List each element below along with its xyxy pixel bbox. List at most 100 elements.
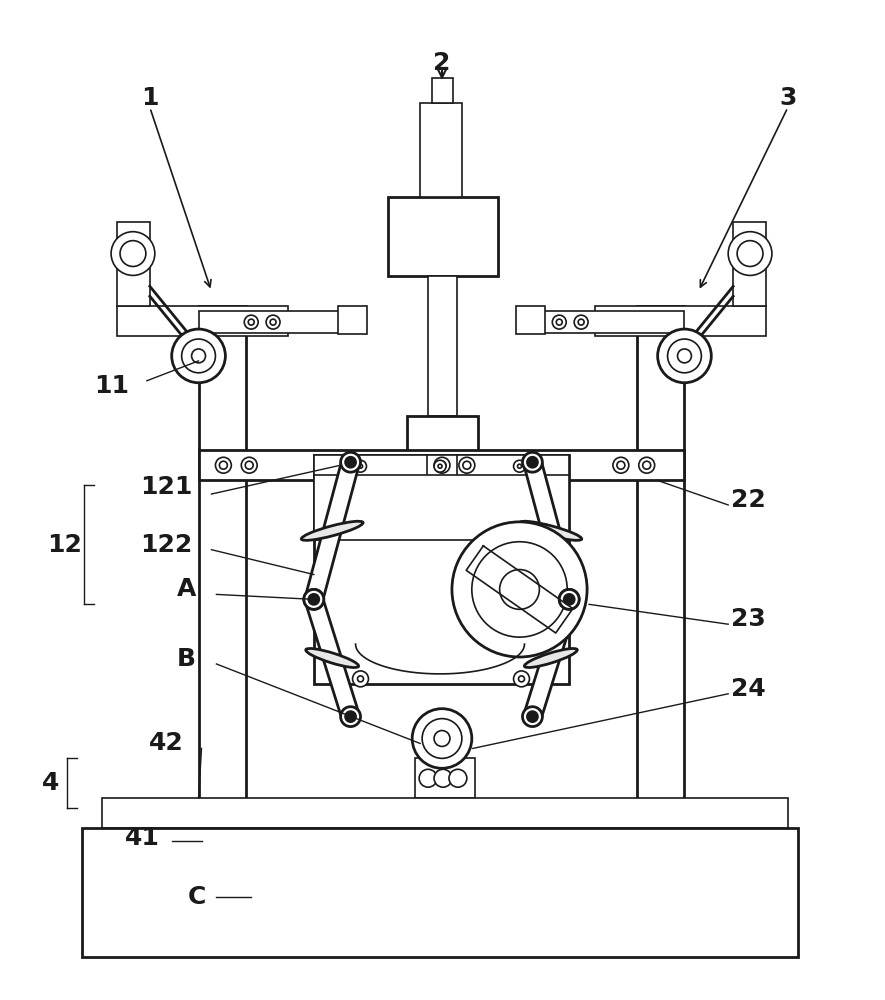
Text: C: C xyxy=(188,885,205,909)
Circle shape xyxy=(219,461,227,469)
Circle shape xyxy=(434,460,446,472)
Circle shape xyxy=(737,241,763,266)
Bar xyxy=(198,311,363,333)
Text: 42: 42 xyxy=(150,731,184,755)
Circle shape xyxy=(658,329,712,383)
Bar xyxy=(198,450,684,480)
Circle shape xyxy=(422,719,462,758)
Ellipse shape xyxy=(525,648,577,668)
Text: 4: 4 xyxy=(42,771,59,795)
Circle shape xyxy=(639,457,655,473)
Bar xyxy=(117,222,150,306)
Circle shape xyxy=(358,464,363,468)
Circle shape xyxy=(643,461,650,469)
Text: 12: 12 xyxy=(47,533,81,557)
Bar xyxy=(389,197,497,276)
Circle shape xyxy=(728,232,772,275)
Circle shape xyxy=(519,676,525,682)
Bar xyxy=(595,306,766,336)
Text: 122: 122 xyxy=(141,533,193,557)
Bar xyxy=(428,276,457,416)
Bar xyxy=(198,306,246,902)
Circle shape xyxy=(557,319,562,325)
Text: A: A xyxy=(177,577,196,601)
Circle shape xyxy=(341,452,360,472)
Circle shape xyxy=(352,671,368,687)
Circle shape xyxy=(341,707,360,727)
Text: 3: 3 xyxy=(779,86,796,110)
Circle shape xyxy=(527,712,537,722)
Circle shape xyxy=(500,570,539,609)
Circle shape xyxy=(304,589,324,609)
Circle shape xyxy=(191,349,205,363)
Bar xyxy=(117,306,288,336)
Bar xyxy=(420,103,462,197)
Bar xyxy=(102,798,788,828)
Circle shape xyxy=(270,319,276,325)
Circle shape xyxy=(449,769,467,787)
Circle shape xyxy=(181,339,215,373)
Circle shape xyxy=(613,457,629,473)
Circle shape xyxy=(304,589,324,609)
Circle shape xyxy=(574,315,588,329)
Text: 22: 22 xyxy=(731,488,766,512)
Circle shape xyxy=(358,676,364,682)
Circle shape xyxy=(678,349,691,363)
Circle shape xyxy=(120,241,146,266)
Circle shape xyxy=(434,457,450,473)
Circle shape xyxy=(346,712,356,722)
Ellipse shape xyxy=(301,521,363,540)
Circle shape xyxy=(522,707,543,727)
Circle shape xyxy=(266,315,280,329)
Text: 1: 1 xyxy=(141,86,158,110)
Circle shape xyxy=(438,464,442,468)
Circle shape xyxy=(242,457,258,473)
Polygon shape xyxy=(305,597,359,719)
Circle shape xyxy=(248,319,254,325)
Text: 2: 2 xyxy=(434,51,450,75)
Circle shape xyxy=(438,461,446,469)
Text: 11: 11 xyxy=(95,374,129,398)
Circle shape xyxy=(346,457,356,467)
Circle shape xyxy=(578,319,584,325)
Ellipse shape xyxy=(306,648,358,668)
Circle shape xyxy=(513,460,526,472)
Circle shape xyxy=(309,594,319,604)
Circle shape xyxy=(172,329,226,383)
Circle shape xyxy=(559,589,579,609)
Bar xyxy=(516,306,545,334)
Bar xyxy=(314,475,569,540)
Text: 121: 121 xyxy=(141,475,193,499)
Circle shape xyxy=(412,709,472,768)
Bar xyxy=(407,416,478,453)
Bar xyxy=(733,222,766,306)
Circle shape xyxy=(215,457,231,473)
Text: 41: 41 xyxy=(125,826,159,850)
Circle shape xyxy=(245,461,253,469)
Circle shape xyxy=(513,671,529,687)
Polygon shape xyxy=(305,460,359,602)
Circle shape xyxy=(518,464,521,468)
Bar xyxy=(314,455,569,684)
Circle shape xyxy=(355,460,366,472)
Text: 24: 24 xyxy=(731,677,766,701)
Polygon shape xyxy=(524,597,578,719)
Bar xyxy=(432,78,453,103)
Bar xyxy=(82,828,797,957)
Circle shape xyxy=(552,315,566,329)
Bar xyxy=(338,306,367,334)
Circle shape xyxy=(472,542,567,637)
Circle shape xyxy=(522,452,543,472)
Bar xyxy=(314,455,569,477)
Ellipse shape xyxy=(519,521,581,540)
Text: B: B xyxy=(177,647,196,671)
Text: 23: 23 xyxy=(731,607,766,631)
Circle shape xyxy=(452,522,587,657)
Circle shape xyxy=(565,594,574,604)
Circle shape xyxy=(565,594,574,604)
Circle shape xyxy=(309,594,319,604)
Circle shape xyxy=(434,769,452,787)
Circle shape xyxy=(463,461,471,469)
Circle shape xyxy=(112,232,155,275)
Circle shape xyxy=(527,457,537,467)
